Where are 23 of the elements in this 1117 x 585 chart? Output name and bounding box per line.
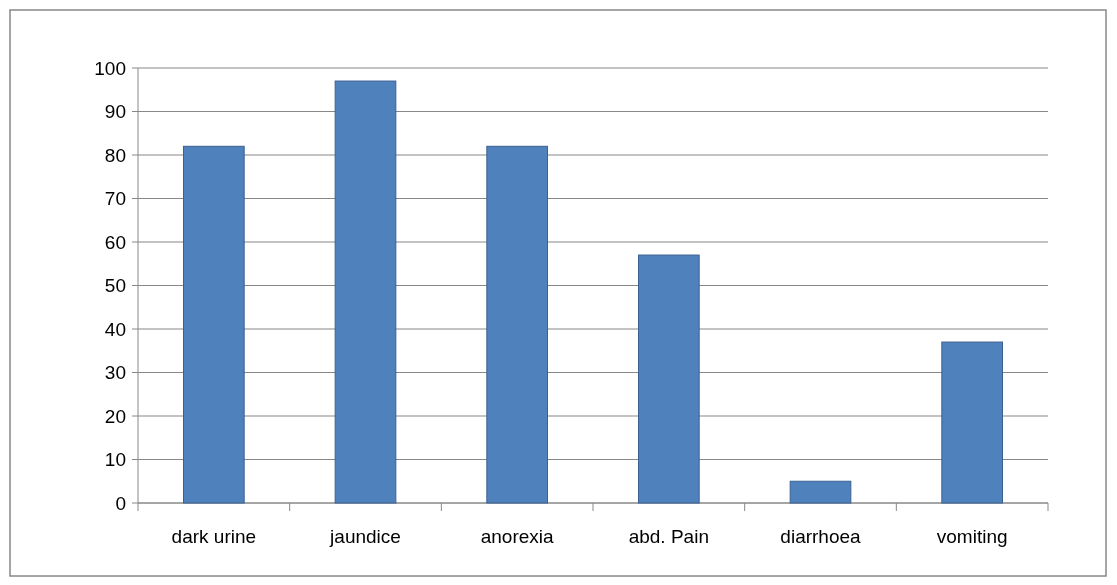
x-tick-label: vomiting (936, 526, 1008, 547)
x-tick-label: dark urine (171, 526, 257, 547)
bar (334, 80, 397, 504)
x-tick-label: abd. Pain (628, 526, 709, 547)
y-tick-label: 20 (104, 405, 126, 427)
bar (789, 480, 852, 504)
x-tick-label: diarrhoea (780, 526, 862, 547)
y-tick-label: 100 (94, 57, 126, 79)
y-tick-label: 80 (104, 144, 126, 166)
y-tick-label: 10 (104, 449, 126, 471)
y-tick-label: 70 (104, 188, 126, 210)
bar (941, 341, 1003, 504)
y-tick-label: 60 (104, 231, 126, 253)
x-tick-label: jaundice (329, 526, 401, 547)
y-tick-label: 90 (104, 101, 126, 123)
y-tick-label: 0 (115, 492, 126, 514)
x-tick-label: anorexia (480, 526, 555, 547)
bar (638, 254, 700, 504)
y-tick-label: 50 (104, 275, 126, 297)
bar (183, 145, 245, 504)
bar (486, 145, 548, 504)
y-tick-label: 30 (104, 362, 126, 384)
y-tick-label: 40 (104, 318, 126, 340)
